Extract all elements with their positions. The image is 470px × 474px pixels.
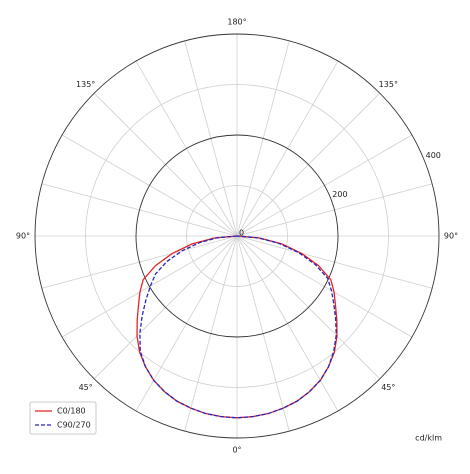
series-line xyxy=(136,235,338,419)
grid-circle xyxy=(34,33,440,439)
angle-tick-label: 135° xyxy=(379,80,398,89)
series-line xyxy=(139,235,337,419)
angle-tick-label: 135° xyxy=(76,80,95,89)
r-tick-label: 200 xyxy=(332,190,347,199)
r-tick-label: 0 xyxy=(239,229,244,238)
labels: 0 200 400 0° 45° 90° 135° 180° 135° 90° 45° xyxy=(16,18,458,455)
angle-tick-label: 45° xyxy=(79,383,93,392)
legend-label: C0/180 xyxy=(57,407,86,416)
angle-tick-label: 180° xyxy=(227,18,246,27)
grid xyxy=(34,33,440,439)
legend: C0/180 C90/270 xyxy=(29,401,97,435)
r-tick-label: 400 xyxy=(426,151,441,160)
angle-tick-label: 90° xyxy=(16,232,30,241)
angle-tick-label: 45° xyxy=(381,383,395,392)
legend-label: C90/270 xyxy=(57,421,91,430)
legend-box xyxy=(29,401,97,435)
minor-grid-circle xyxy=(186,185,288,287)
unit-label: cd/klm xyxy=(415,434,442,443)
angle-tick-label: 90° xyxy=(444,232,458,241)
angle-tick-label: 0° xyxy=(232,446,241,455)
grid-circle xyxy=(135,134,339,338)
curves xyxy=(136,235,338,419)
minor-grid-circle xyxy=(85,84,389,388)
